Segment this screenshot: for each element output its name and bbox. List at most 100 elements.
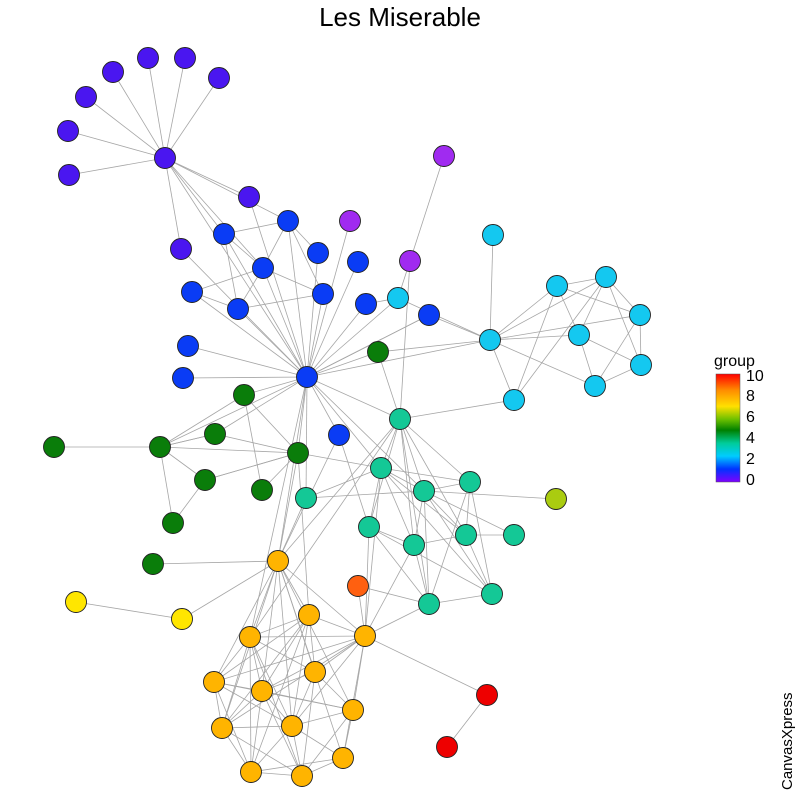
network-node-group-6[interactable] [171, 608, 193, 630]
edge-layer [54, 57, 642, 777]
network-edge [213, 635, 366, 683]
network-node-group-4[interactable] [413, 480, 435, 502]
network-node-group-3[interactable] [194, 469, 216, 491]
network-node-group-3[interactable] [149, 436, 171, 458]
network-node-group-5[interactable] [240, 761, 262, 783]
network-node-group-1[interactable] [181, 281, 203, 303]
network-node-group-4[interactable] [295, 487, 317, 509]
network-node-group-4[interactable] [403, 534, 425, 556]
network-node-group-4[interactable] [481, 583, 503, 605]
network-node-group-1[interactable] [296, 366, 318, 388]
network-node-group-0[interactable] [137, 47, 159, 69]
network-node-group-5[interactable] [203, 671, 225, 693]
network-edge [221, 614, 310, 729]
network-edge [305, 376, 308, 499]
network-node-group-5[interactable] [291, 765, 313, 787]
network-node-group-1[interactable] [347, 251, 369, 273]
network-node-group-2[interactable] [482, 224, 504, 246]
network-node-group-4[interactable] [459, 471, 481, 493]
network-edge [291, 635, 366, 727]
network-edge [213, 560, 279, 683]
network-node-group-5[interactable] [211, 717, 233, 739]
network-node-group-10[interactable] [476, 684, 498, 706]
network-node-group-0[interactable] [238, 186, 260, 208]
network-node-group-0[interactable] [102, 61, 124, 83]
network-edge [301, 671, 316, 777]
network-node-group-0[interactable] [174, 47, 196, 69]
network-node-group-2[interactable] [503, 389, 525, 411]
network-node-group-0[interactable] [58, 164, 80, 186]
network-node-group-0[interactable] [75, 86, 97, 108]
network-node-group-4[interactable] [503, 524, 525, 546]
network-node-group-2[interactable] [479, 329, 501, 351]
network-node-group-0[interactable] [57, 120, 79, 142]
network-node-group-2[interactable] [630, 354, 652, 376]
network-node-group-0[interactable] [170, 238, 192, 260]
network-node-group-5[interactable] [239, 626, 261, 648]
network-node-group-3[interactable] [367, 341, 389, 363]
network-node-group-5[interactable] [281, 715, 303, 737]
network-edge [368, 526, 430, 605]
network-edge [306, 351, 379, 378]
network-edge [338, 434, 370, 528]
network-node-group-9[interactable] [545, 488, 567, 510]
network-node-group-2[interactable] [629, 304, 651, 326]
network-edge [306, 297, 399, 378]
network-node-group-7[interactable] [399, 250, 421, 272]
network-edge [243, 394, 299, 454]
network-node-group-7[interactable] [433, 145, 455, 167]
network-edge [261, 560, 279, 692]
network-node-group-1[interactable] [312, 283, 334, 305]
network-node-group-1[interactable] [252, 257, 274, 279]
network-node-group-5[interactable] [304, 661, 326, 683]
network-node-group-1[interactable] [418, 304, 440, 326]
network-edge [287, 220, 324, 295]
network-edge [489, 285, 558, 341]
legend-tick-10: 10 [746, 368, 764, 385]
network-node-group-3[interactable] [251, 479, 273, 501]
network-node-group-1[interactable] [328, 424, 350, 446]
network-edge [159, 376, 308, 448]
network-node-group-1[interactable] [213, 223, 235, 245]
network-node-group-4[interactable] [358, 516, 380, 538]
network-node-group-8[interactable] [347, 575, 369, 597]
network-node-group-3[interactable] [233, 384, 255, 406]
network-node-group-5[interactable] [267, 550, 289, 572]
network-node-group-4[interactable] [370, 457, 392, 479]
network-node-group-1[interactable] [307, 242, 329, 264]
network-node-group-3[interactable] [43, 436, 65, 458]
network-node-group-5[interactable] [251, 680, 273, 702]
network-node-group-3[interactable] [287, 442, 309, 464]
network-node-group-4[interactable] [455, 524, 477, 546]
network-edge [159, 446, 174, 524]
network-node-group-2[interactable] [546, 275, 568, 297]
network-node-group-0[interactable] [154, 147, 176, 169]
node-layer [43, 47, 652, 787]
network-node-group-1[interactable] [172, 367, 194, 389]
network-node-group-5[interactable] [298, 604, 320, 626]
network-node-group-5[interactable] [332, 747, 354, 769]
network-node-group-7[interactable] [339, 210, 361, 232]
network-node-group-5[interactable] [342, 699, 364, 721]
network-node-group-0[interactable] [208, 67, 230, 89]
network-node-group-2[interactable] [584, 375, 606, 397]
network-node-group-5[interactable] [354, 625, 376, 647]
network-node-group-4[interactable] [389, 408, 411, 430]
network-node-group-2[interactable] [595, 266, 617, 288]
network-node-group-1[interactable] [355, 293, 377, 315]
network-node-group-4[interactable] [418, 593, 440, 615]
network-node-group-3[interactable] [142, 553, 164, 575]
network-edge [364, 635, 488, 696]
network-node-group-3[interactable] [162, 512, 184, 534]
network-node-group-2[interactable] [568, 324, 590, 346]
network-edge [277, 452, 299, 562]
network-node-group-10[interactable] [436, 736, 458, 758]
network-node-group-2[interactable] [387, 287, 409, 309]
network-edge [277, 560, 344, 759]
network-edge [277, 497, 307, 562]
network-node-group-6[interactable] [65, 591, 87, 613]
network-node-group-1[interactable] [227, 298, 249, 320]
network-node-group-1[interactable] [177, 335, 199, 357]
network-node-group-1[interactable] [277, 210, 299, 232]
network-node-group-3[interactable] [204, 423, 226, 445]
